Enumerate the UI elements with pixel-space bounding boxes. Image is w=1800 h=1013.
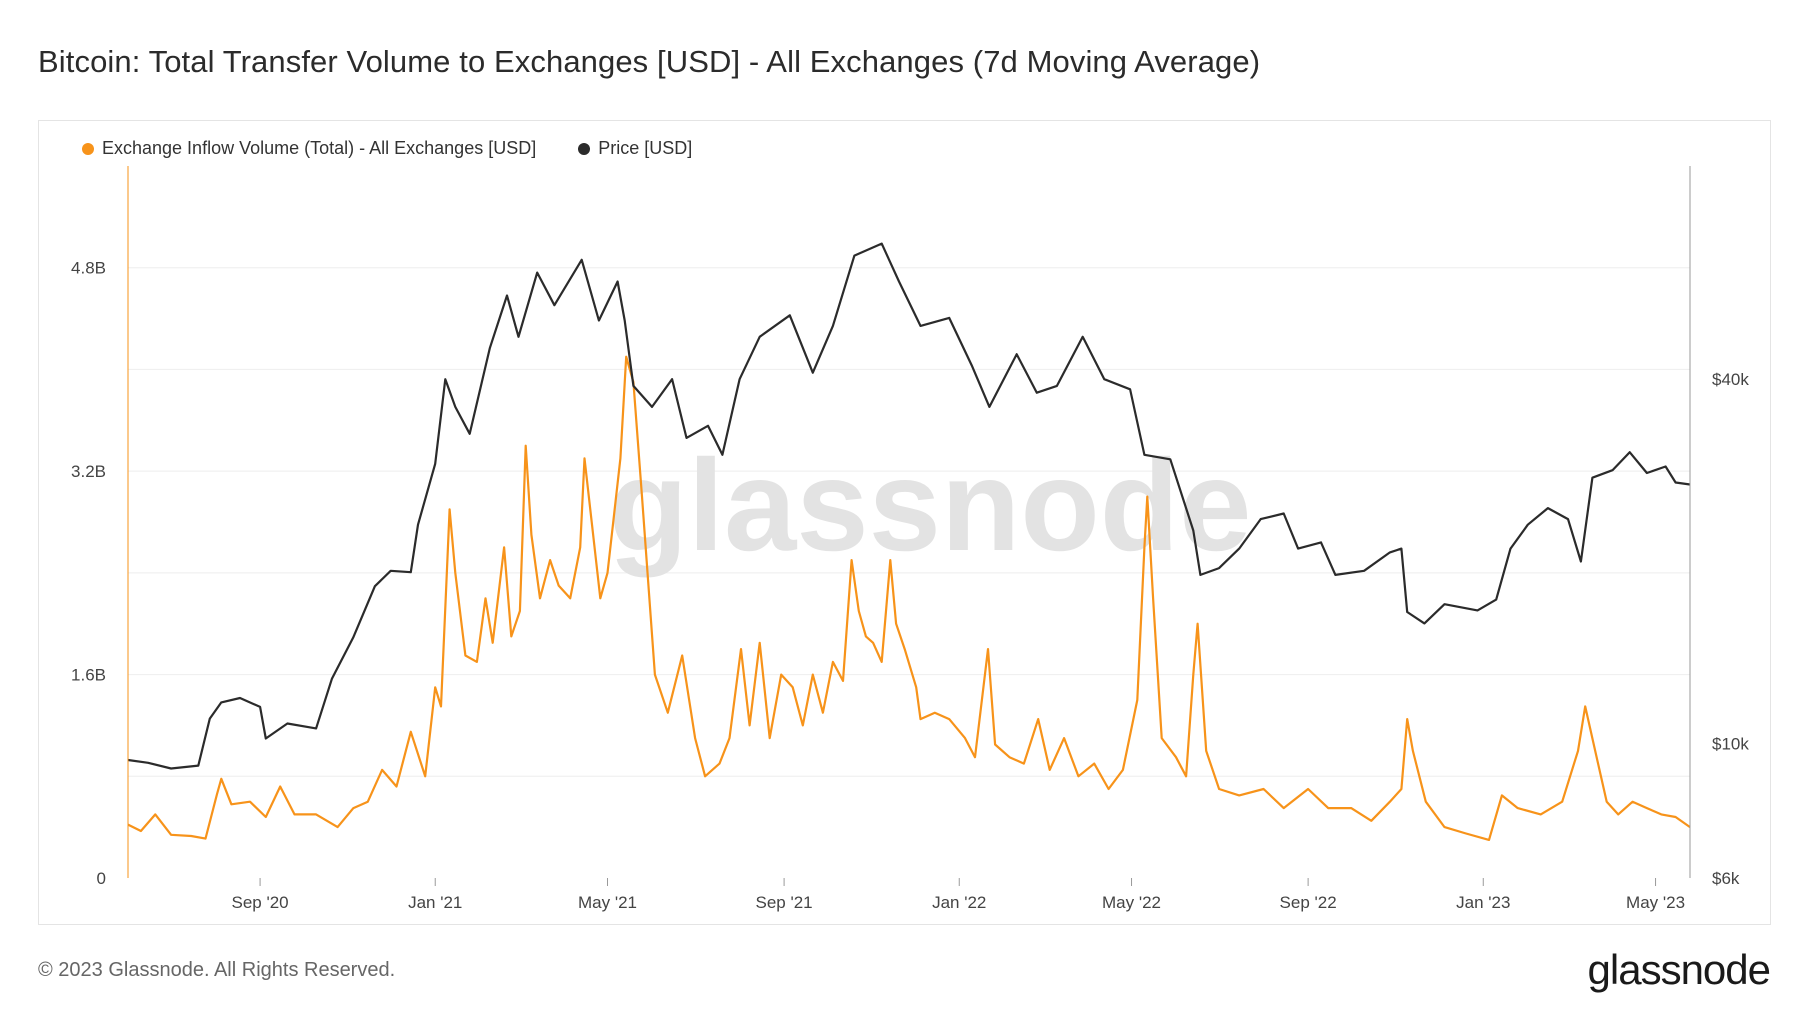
series-group (127, 242, 1691, 841)
glassnode-logo[interactable]: glassnode (1587, 946, 1771, 993)
x-tick-label: May '23 (1626, 893, 1685, 912)
x-tick-label: Sep '20 (232, 893, 289, 912)
x-tick-label: Jan '21 (408, 893, 462, 912)
axes: 0 1.6B 3.2B 4.8B $6k $10k $40k Sep '20 Jan '21 Ma… (71, 166, 1749, 912)
x-tick-label: Sep '22 (1280, 893, 1337, 912)
y-left-tick-label: 1.6B (71, 666, 106, 685)
legend-item-price[interactable]: Price [USD] (578, 138, 692, 159)
y-left-tick-label: 3.2B (71, 462, 106, 481)
x-tick-label: May '22 (1102, 893, 1161, 912)
x-tick-label: Sep '21 (756, 893, 813, 912)
x-tick-label: Jan '22 (932, 893, 986, 912)
x-tick-label: May '21 (578, 893, 637, 912)
y-left-tick-label: 0 (97, 869, 106, 888)
legend-dot-price-icon (578, 142, 591, 155)
price-line[interactable] (127, 242, 1691, 770)
legend-label-price: Price [USD] (598, 138, 693, 158)
chart-frame (38, 120, 1771, 925)
legend-dot-inflow-icon (82, 142, 94, 155)
x-tick-label: Jan '23 (1456, 893, 1510, 912)
legend-label-inflow: Exchange Inflow Volume (Total) - All Exc… (102, 138, 537, 158)
inflow-volume-line[interactable] (127, 355, 1691, 841)
y-left-tick-label: 4.8B (71, 259, 106, 278)
y-right-tick-label: $40k (1712, 370, 1749, 389)
y-right-tick-label: $6k (1712, 869, 1740, 888)
y-right-tick-label: $10k (1712, 735, 1749, 754)
copyright: © 2023 Glassnode. All Rights Reserved. (38, 959, 396, 981)
chart-title: Bitcoin: Total Transfer Volume to Exchan… (38, 44, 1261, 79)
legend: Exchange Inflow Volume (Total) - All Exc… (82, 138, 692, 159)
legend-item-inflow[interactable]: Exchange Inflow Volume (Total) - All Exc… (82, 138, 536, 159)
watermark: glassnode (609, 432, 1252, 578)
